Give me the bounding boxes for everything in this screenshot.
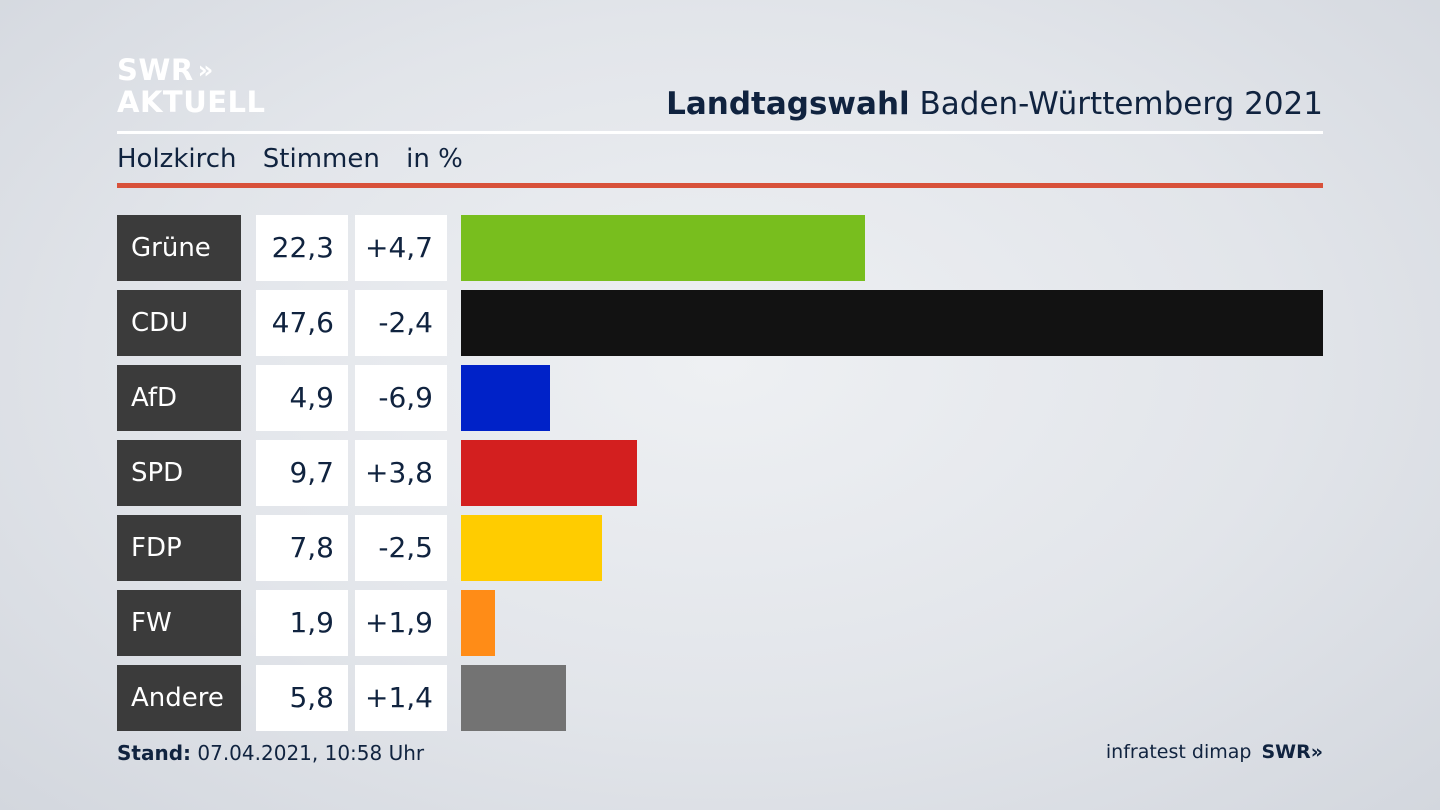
vote-share-label: 9,7: [256, 440, 348, 506]
swr-brand: SWR»: [1261, 741, 1323, 763]
swr-aktuell-logo: SWR» AKTUELL: [117, 54, 266, 118]
stand-label: Stand:: [117, 741, 192, 765]
timestamp: Stand: 07.04.2021, 10:58 Uhr: [117, 741, 424, 765]
source-text: infratest dimap: [1105, 741, 1252, 763]
change-label: -2,4: [355, 290, 447, 356]
bar-row: SPD 9,7 +3,8: [117, 440, 1323, 506]
vote-share-label: 5,8: [256, 665, 348, 731]
change-label: +1,9: [355, 590, 447, 656]
change-label: -6,9: [355, 365, 447, 431]
change-label: +3,8: [355, 440, 447, 506]
source-credit: infratest dimap SWR»: [1106, 741, 1323, 763]
party-label: FDP: [117, 515, 241, 581]
subtitle-measure: Stimmen: [262, 144, 380, 174]
stand-value: 07.04.2021, 10:58 Uhr: [197, 741, 425, 765]
logo-swr-text: SWR: [117, 53, 194, 87]
party-label: SPD: [117, 440, 241, 506]
change-label: +1,4: [355, 665, 447, 731]
double-chevron-icon: »: [1310, 741, 1323, 763]
bar: [461, 590, 495, 656]
title-bold: Landtagswahl: [666, 86, 910, 122]
party-label: AfD: [117, 365, 241, 431]
change-label: +4,7: [355, 215, 447, 281]
logo-aktuell-text: AKTUELL: [117, 85, 266, 119]
swr-brand-text: SWR: [1261, 741, 1311, 763]
header-divider: [117, 131, 1323, 134]
bar-row: Andere 5,8 +1,4: [117, 665, 1323, 731]
vote-share-label: 4,9: [256, 365, 348, 431]
bar-row: FDP 7,8 -2,5: [117, 515, 1323, 581]
party-label: CDU: [117, 290, 241, 356]
bar-row: Grüne 22,3 +4,7: [117, 215, 1323, 281]
accent-divider: [117, 183, 1323, 188]
bar: [461, 440, 637, 506]
bar: [461, 290, 1323, 356]
subtitle-unit: in %: [406, 144, 463, 174]
double-chevron-icon: »: [197, 56, 214, 84]
chart-title: Landtagswahl Baden-Württemberg 2021: [666, 86, 1323, 122]
chart-subtitle: Holzkirch Stimmen in %: [117, 144, 481, 174]
title-rest: Baden-Württemberg 2021: [919, 86, 1323, 122]
bar-row: CDU 47,6 -2,4: [117, 290, 1323, 356]
bar-row: AfD 4,9 -6,9: [117, 365, 1323, 431]
bar: [461, 665, 566, 731]
bar: [461, 365, 550, 431]
bar-row: FW 1,9 +1,9: [117, 590, 1323, 656]
bar: [461, 215, 865, 281]
vote-share-label: 22,3: [256, 215, 348, 281]
subtitle-place: Holzkirch: [117, 144, 237, 174]
party-label: FW: [117, 590, 241, 656]
change-label: -2,5: [355, 515, 447, 581]
vote-share-label: 1,9: [256, 590, 348, 656]
vote-share-label: 7,8: [256, 515, 348, 581]
bar: [461, 515, 602, 581]
party-label: Grüne: [117, 215, 241, 281]
party-label: Andere: [117, 665, 241, 731]
vote-share-label: 47,6: [256, 290, 348, 356]
